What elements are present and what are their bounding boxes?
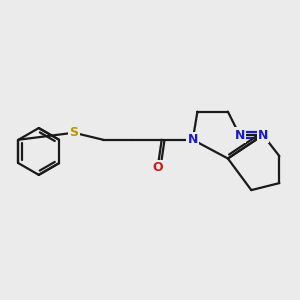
Text: N: N [188, 133, 198, 146]
Text: S: S [69, 126, 78, 139]
Text: O: O [152, 161, 163, 174]
Text: N: N [234, 129, 245, 142]
Text: N: N [258, 129, 268, 142]
